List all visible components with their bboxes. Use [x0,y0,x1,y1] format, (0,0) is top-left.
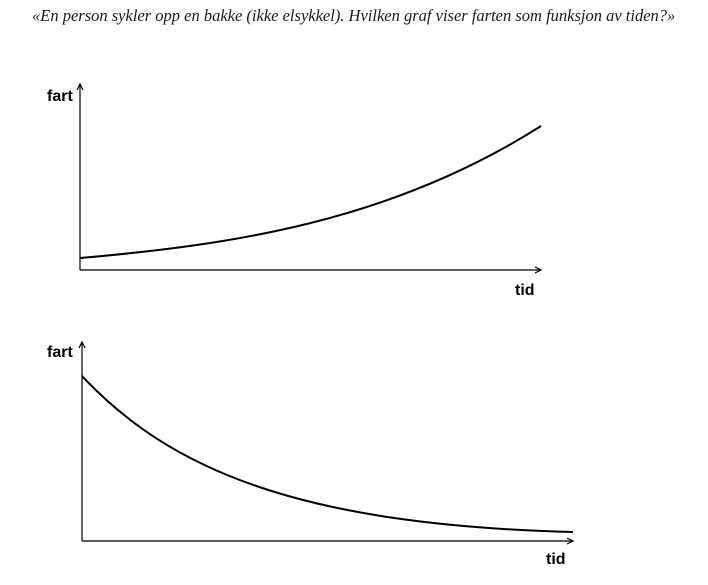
graph-decreasing: fart tid [47,340,575,568]
question-text: «En person sykler opp en bakke (ikke els… [32,6,676,25]
x-axis-label: tid [515,282,535,299]
x-axis-arrow [534,266,543,274]
x-axis-label: tid [546,551,566,568]
y-axis-label: fart [47,88,73,105]
x-axis-arrow [566,537,575,545]
speed-curve-decreasing [81,375,574,533]
speed-curve-increasing [79,125,542,259]
y-axis-arrow [78,340,86,349]
graph-increasing: fart tid [47,82,543,299]
y-axis-arrow [76,82,84,91]
y-axis-label: fart [47,344,73,361]
